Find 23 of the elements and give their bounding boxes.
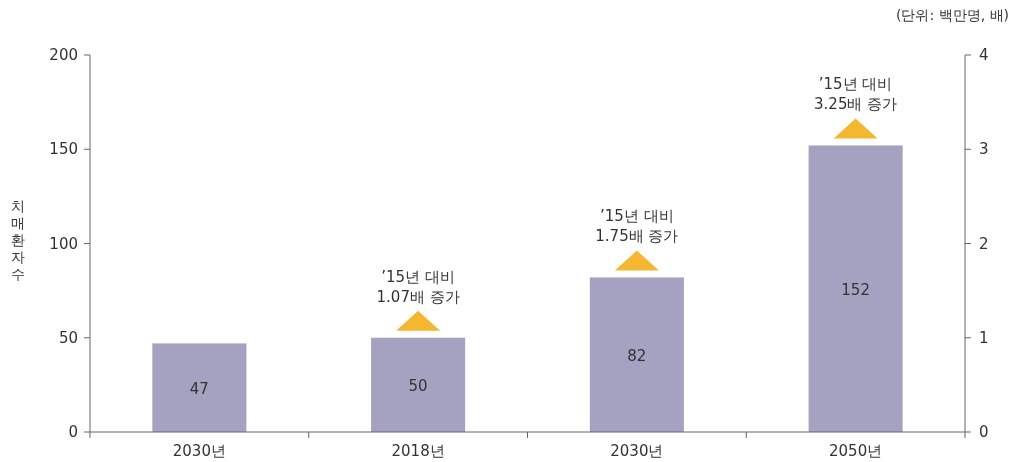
x-tick-label: 2030년: [610, 442, 664, 460]
data-label: 152: [841, 280, 870, 299]
y2-tick-label: 1: [979, 328, 989, 347]
data-label: 82: [627, 346, 647, 365]
y2-tick-label: 4: [979, 46, 989, 64]
y2-tick-label: 2: [979, 234, 989, 253]
y-tick-label: 0: [68, 423, 78, 441]
text: (단위: 백만명, 배): [896, 7, 1009, 23]
y-tick-label: 50: [58, 328, 78, 347]
y-axis-title: 치매환자 수: [11, 198, 25, 282]
y-tick-label: 150: [49, 140, 78, 159]
x-tick-label: 2018년: [391, 442, 445, 460]
y2-tick-label: 0: [979, 423, 989, 441]
x-tick-label: 2030년: [172, 442, 226, 460]
annotation: ’15년 대비 3.25배 증가: [814, 75, 898, 114]
y2-tick-label: 3: [979, 140, 989, 159]
annotation: ’15년 대비 1.07배 증가: [376, 267, 460, 306]
x-tick-label: 2050년: [829, 442, 883, 460]
y-tick-label: 200: [49, 46, 78, 64]
data-label: 47: [189, 379, 209, 398]
y-tick-label: 100: [49, 234, 78, 253]
annotation: ’15년 대비 1.75배 증가: [595, 207, 679, 246]
data-label: 50: [408, 376, 428, 395]
